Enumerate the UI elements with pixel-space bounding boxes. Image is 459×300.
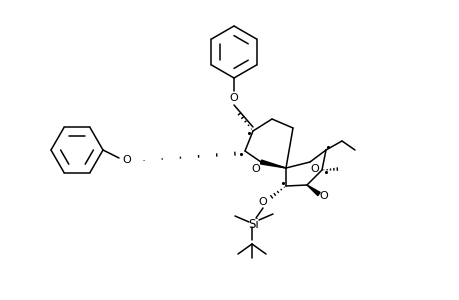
Text: Si: Si xyxy=(248,218,259,230)
Text: O: O xyxy=(319,191,328,201)
Text: O: O xyxy=(251,164,260,174)
Text: O: O xyxy=(310,164,319,174)
Polygon shape xyxy=(260,160,285,168)
Text: O: O xyxy=(229,93,238,103)
Polygon shape xyxy=(306,185,319,196)
Text: O: O xyxy=(258,197,267,207)
Text: O: O xyxy=(123,155,131,165)
